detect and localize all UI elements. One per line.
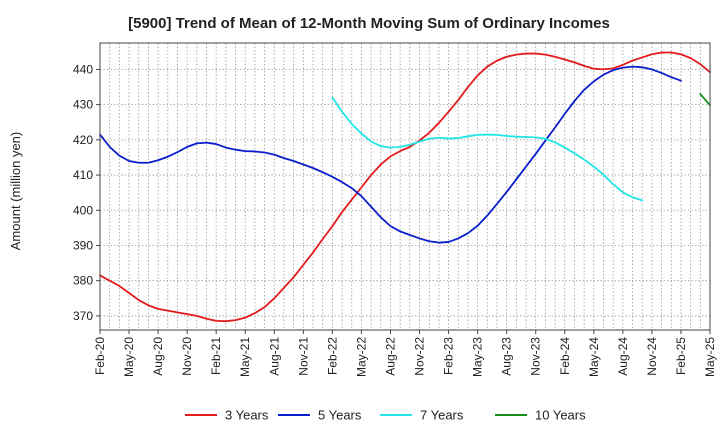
legend-label: 7 Years [420,408,464,423]
grid [100,43,710,330]
x-tick-label: Nov-20 [180,337,194,376]
y-tick-label: 440 [73,62,93,76]
x-tick-label: Aug-20 [151,337,165,376]
x-tick-label: May-22 [354,337,368,377]
y-tick-label: 380 [73,274,93,288]
x-tick-label: May-23 [471,337,485,377]
y-tick-label: 430 [73,98,93,112]
y-tick-label: 420 [73,133,93,147]
x-tick-label: Feb-22 [325,337,339,375]
x-tick-label: Nov-24 [645,337,659,376]
series-line-5-years [99,65,682,244]
x-tick-label: Nov-22 [413,337,427,376]
y-axis-label: Amount (million yen) [8,132,23,251]
plot-frame [99,42,711,331]
legend-label: 10 Years [535,408,586,423]
x-tick-label: Aug-22 [383,337,397,376]
legend-label: 3 Years [225,408,269,423]
series-line-3-years [99,51,711,323]
y-tick-label: 410 [73,168,93,182]
chart-title: [5900] Trend of Mean of 12-Month Moving … [128,15,610,32]
x-axis-ticks: Feb-20 May-20 Aug-20 Nov-20 Feb-21 May-21 Aug-… [93,330,717,377]
y-tick-label: 370 [73,309,93,323]
x-tick-label: Feb-24 [558,337,572,375]
x-tick-label: Aug-24 [616,337,630,376]
x-tick-label: May-21 [238,337,252,377]
x-tick-label: Feb-20 [93,337,107,375]
y-axis-ticks: 370 380 390 400 410 420 430 440 [73,62,100,323]
x-tick-label: May-20 [122,337,136,377]
x-tick-label: Feb-25 [674,337,688,375]
x-tick-label: Aug-23 [500,337,514,376]
series-lines [99,51,711,323]
y-tick-label: 390 [73,238,93,252]
x-tick-label: May-25 [703,337,717,377]
series-line-7-years [331,96,644,202]
legend-label: 5 Years [318,408,362,423]
x-tick-label: Feb-23 [442,337,456,375]
x-tick-label: Nov-21 [296,337,310,376]
legend: 3 Years 5 Years 7 Years 10 Years [185,408,586,423]
series-line-10-years [699,93,711,107]
x-tick-label: May-24 [587,337,601,377]
x-tick-label: Feb-21 [209,337,223,375]
x-tick-label: Aug-21 [267,337,281,376]
y-tick-label: 400 [73,203,93,217]
x-tick-label: Nov-23 [529,337,543,376]
